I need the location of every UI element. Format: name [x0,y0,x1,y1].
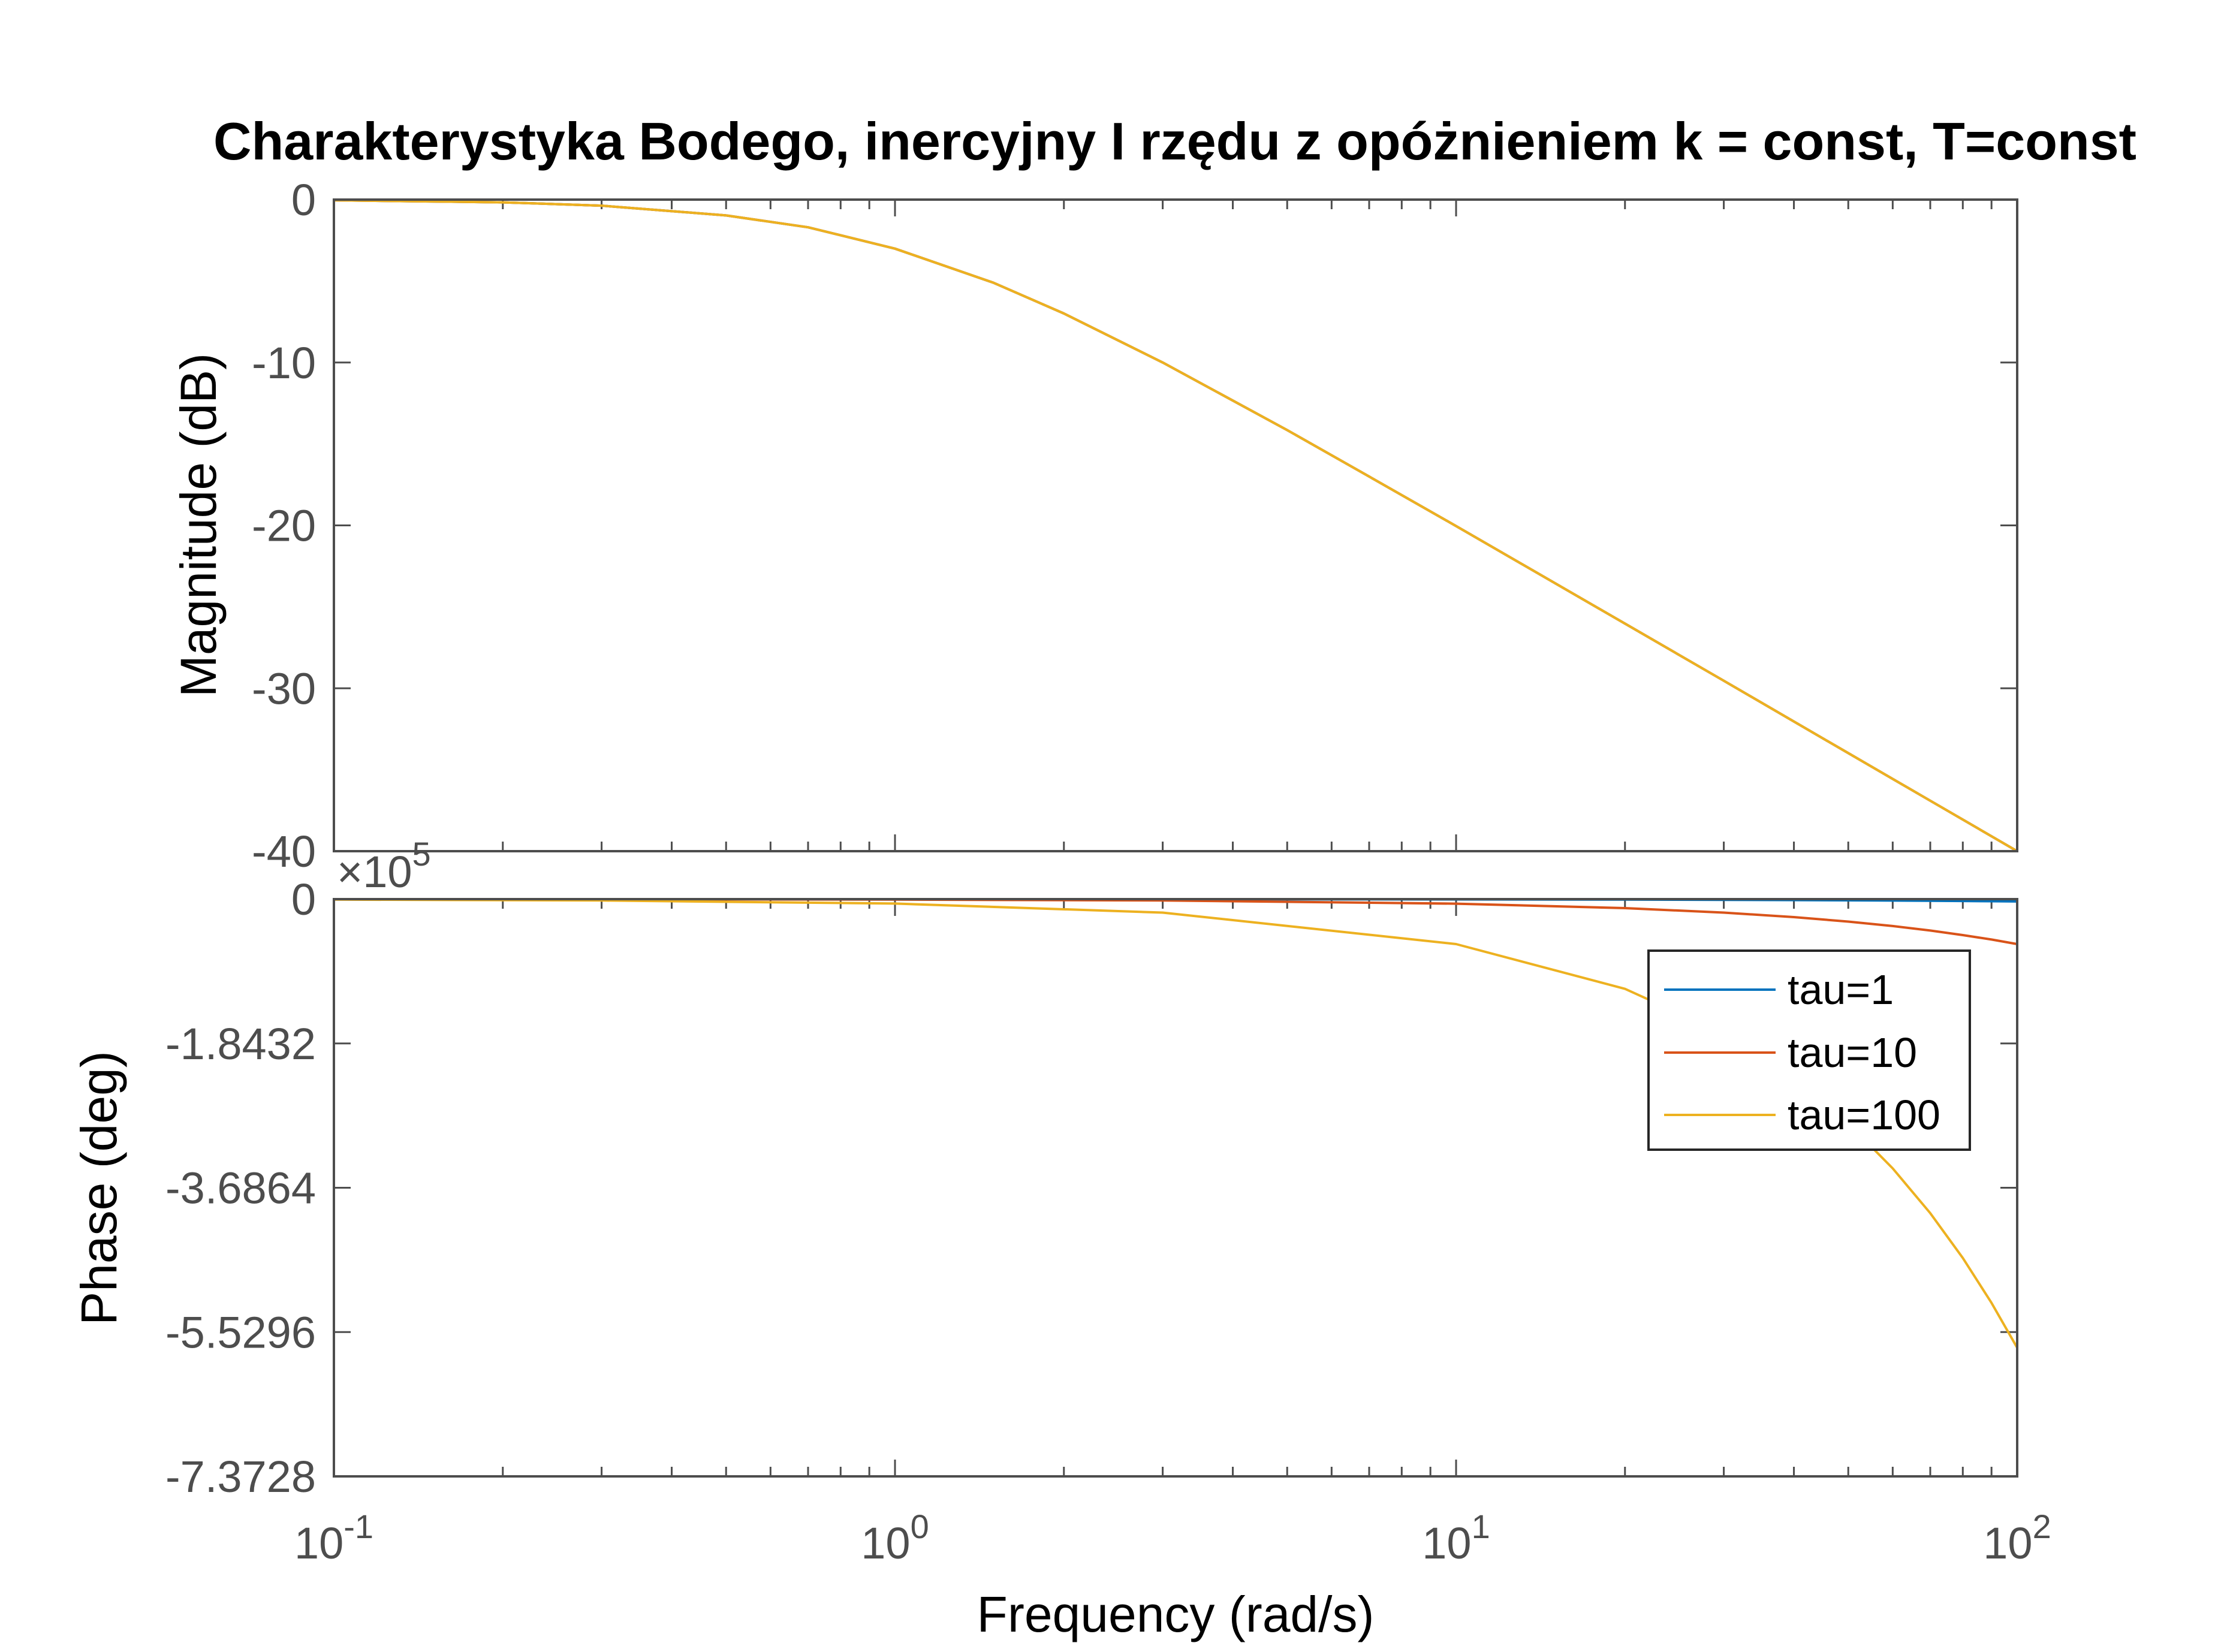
phase-y-tick-labels: 0 -1.8432 -3.6864 -5.5296 -7.3728 [165,875,316,1502]
x-tick-label: 101 [1422,1508,1490,1568]
phase-y-multiplier: ×105 [337,835,431,897]
phase-y-axis-label: Phase (deg) [71,1051,127,1325]
magnitude-y-tick-label: -20 [252,501,316,551]
phase-y-tick-label: -3.6864 [165,1163,316,1213]
x-axis-label: Frequency (rad/s) [977,1586,1375,1642]
magnitude-y-tick-label: -10 [252,338,316,388]
phase-y-tick-label: -5.5296 [165,1307,316,1357]
x-tick-label: 100 [861,1508,929,1568]
magnitude-y-tick-label: -30 [252,664,316,713]
legend-label-tau-100: tau=100 [1788,1092,1940,1138]
x-tick-label: 102 [1983,1508,2051,1568]
x-tick-label: 10-1 [294,1508,373,1568]
magnitude-y-tick-labels: 0 -10 -20 -30 -40 [252,175,316,876]
magnitude-y-tick-label: -40 [252,827,316,876]
legend-label-tau-10: tau=10 [1788,1029,1917,1076]
chart-title: Charakterystyka Bodego, inercyjny I rzęd… [213,111,2136,171]
phase-axes-box [333,898,2018,1478]
legend-label-tau-1: tau=1 [1788,966,1894,1013]
phase-panel: 0 -1.8432 -3.6864 -5.5296 -7.3728 ×105 Phase… [71,835,2018,1502]
magnitude-series [333,199,2018,852]
x-tick-labels: 10-1 100 101 102 [294,1508,2051,1568]
magnitude-x-ticks [333,200,2018,851]
legend: tau=1 tau=10 tau=100 [1647,949,1971,1151]
phase-y-tick-label: 0 [291,875,316,924]
magnitude-panel: 0 -10 -20 -30 -40 Magnitude (dB) [170,175,2018,876]
magnitude-y-axis-label: Magnitude (dB) [170,353,227,697]
magnitude-axes-box [333,198,2018,852]
legend-box [1647,949,1971,1151]
phase-y-tick-label: -7.3728 [165,1452,316,1502]
magnitude-y-tick-label: 0 [291,175,316,225]
magnitude-series-tau-100 [333,199,2018,852]
phase-y-tick-label: -1.8432 [165,1019,316,1069]
